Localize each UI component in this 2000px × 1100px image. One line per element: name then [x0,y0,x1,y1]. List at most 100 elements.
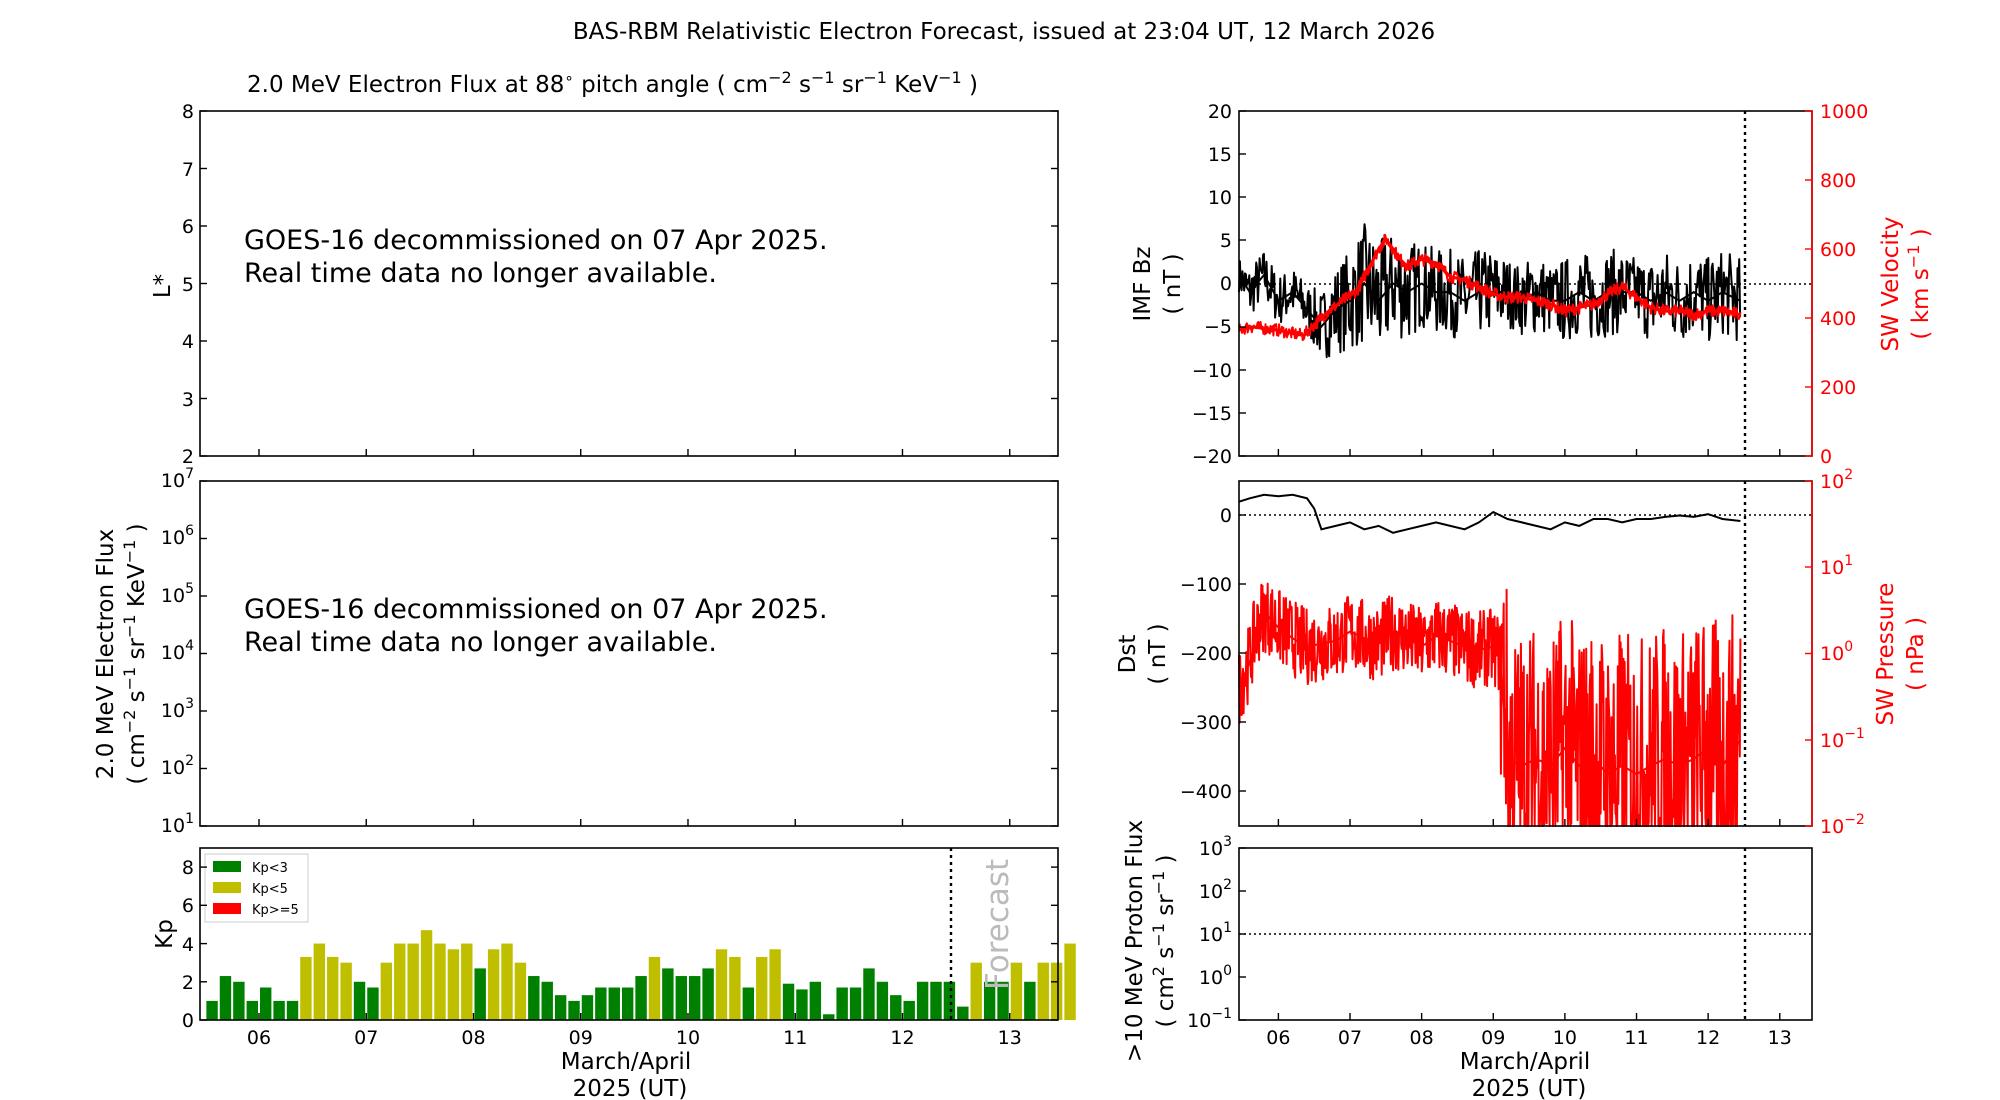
swp-tick-exp: −1 [1844,726,1865,742]
kp-bar [983,981,996,1020]
proton-y-ticks: 103 102 101 100 10−1 [1187,834,1232,1032]
flux-tick-exp: 2 [185,753,194,769]
dst-line [1238,493,1741,534]
kp-bar [447,949,460,1020]
kp-bar [327,956,339,1020]
flux-units-exp1: −2 [120,710,139,734]
proton-units-s: s [1153,947,1179,966]
lstar-tick: 3 [182,389,194,411]
kp-bar [514,962,527,1020]
kp-bar [353,981,366,1020]
lstar-title-main: 2.0 MeV Electron Flux at 88 [247,72,564,98]
flux-tick-exp: 3 [185,696,194,712]
proton-tick: 103 [1199,834,1232,860]
kp-bar [635,976,647,1020]
kp-forecast-label: Forecast [980,859,1016,990]
lstar-title-exp1: −2 [768,68,792,87]
imf-tick: 5 [1220,230,1232,252]
kp-bar [501,943,513,1020]
sw-pressure-line [1238,610,1742,776]
kp-legend-low: Kp<3 [252,861,288,876]
flux-tick: 106 [161,523,194,549]
proton-units-close: ) [1153,854,1179,870]
swp-tick: 102 [1820,467,1853,493]
kp-bar [340,962,352,1020]
kp-legend-swatch-mid [213,882,241,893]
right-x-label-line1: March/April [1460,1049,1590,1075]
kp-bar [206,1000,218,1020]
kp-legend-swatch-low [213,861,241,872]
kp-tick: 0 [182,1010,194,1032]
lstar-title-exp3: −1 [863,68,887,87]
lstar-title-exp4: −1 [938,68,962,87]
proton-tick-exp: 0 [1223,963,1232,979]
kp-bar [420,930,433,1020]
flux-units-exp3: −1 [120,614,139,638]
proton-units-exp1: 2 [1149,966,1168,976]
kp-bar [729,956,741,1020]
kp-bar [394,943,406,1020]
x-tick-label: 13 [1768,1027,1792,1049]
kp-bar [300,956,312,1020]
proton-tick-exp: 1 [1223,920,1232,936]
kp-bar [581,995,594,1020]
proton-tick-exp: −1 [1211,1006,1232,1022]
x-tick-label: 10 [1553,1027,1577,1049]
flux-units-kev: KeV [124,563,150,614]
imf-tick: 0 [1220,273,1232,295]
flux-y-ticks: 101 102 103 104 105 106 107 [161,466,194,837]
swp-tick-exp: −2 [1844,812,1865,828]
x-tick-label: 11 [1624,1027,1648,1049]
proton-tick: 10−1 [1187,1006,1232,1032]
proton-tick: 102 [1199,877,1232,903]
kp-tick: 8 [182,857,194,879]
kp-bar [621,987,634,1020]
kp-bar [809,981,822,1020]
swv-y-label-line2: ( km s−1 ) [1904,228,1934,339]
x-tick-label: 09 [569,1027,593,1049]
kp-bar [702,968,714,1020]
swp-y-label-line1: SW Pressure [1873,583,1899,726]
flux-tick: 107 [161,466,194,492]
swv-units-exp: −1 [1904,245,1923,269]
dst-y-label-line1: Dst [1115,635,1141,674]
proton-units-exp3: −1 [1149,871,1168,895]
flux-units-open: ( cm [124,733,150,784]
kp-bar [688,976,701,1020]
imf-tick: 15 [1208,144,1232,166]
kp-bar [957,1006,969,1020]
dst-tick: −100 [1180,574,1232,596]
lstar-tick: 7 [182,159,194,181]
y-tick-marks [200,110,1812,1021]
lstar-title-units: pitch angle ( cm [574,72,768,98]
x-tick-label: 08 [461,1027,485,1049]
kp-bar [648,956,661,1020]
kp-bar [1050,962,1063,1020]
flux-y-label-line2: ( cm−2 s−1 sr−1 KeV−1 ) [120,523,150,784]
x-tick-label: 06 [1266,1027,1290,1049]
kp-bar [219,976,232,1020]
lstar-y-ticks: 2 3 4 5 6 7 8 [182,101,194,468]
page-title: BAS-RBM Relativistic Electron Forecast, … [573,19,1435,45]
panel-x-tick-marks [258,449,1781,826]
proton-units-exp2: −1 [1149,923,1168,947]
proton-units-sr: sr [1153,894,1179,923]
dst-y-label-line2: ( nT ) [1145,623,1171,684]
left-x-label-line2: 2025 (UT) [573,1076,688,1100]
x-tick-label: 10 [676,1027,700,1049]
swp-tick-exp: 2 [1844,467,1853,483]
right-x-ticks: 06 07 08 09 10 11 12 13 [1266,1013,1792,1049]
flux-tick: 105 [161,581,194,607]
x-tick-label: 13 [998,1027,1022,1049]
swv-tick: 1000 [1820,101,1868,123]
kp-tick: 4 [182,934,194,956]
flux-units-close: ) [124,523,150,539]
kp-tick: 2 [182,972,194,994]
swp-tick: 101 [1820,553,1853,579]
kp-bar [930,981,942,1020]
swv-tick: 800 [1820,170,1856,192]
lstar-message-line2: Real time data no longer available. [244,258,717,289]
flux-message-line1: GOES-16 decommissioned on 07 Apr 2025. [244,594,828,625]
flux-tick-exp: 6 [185,523,194,539]
